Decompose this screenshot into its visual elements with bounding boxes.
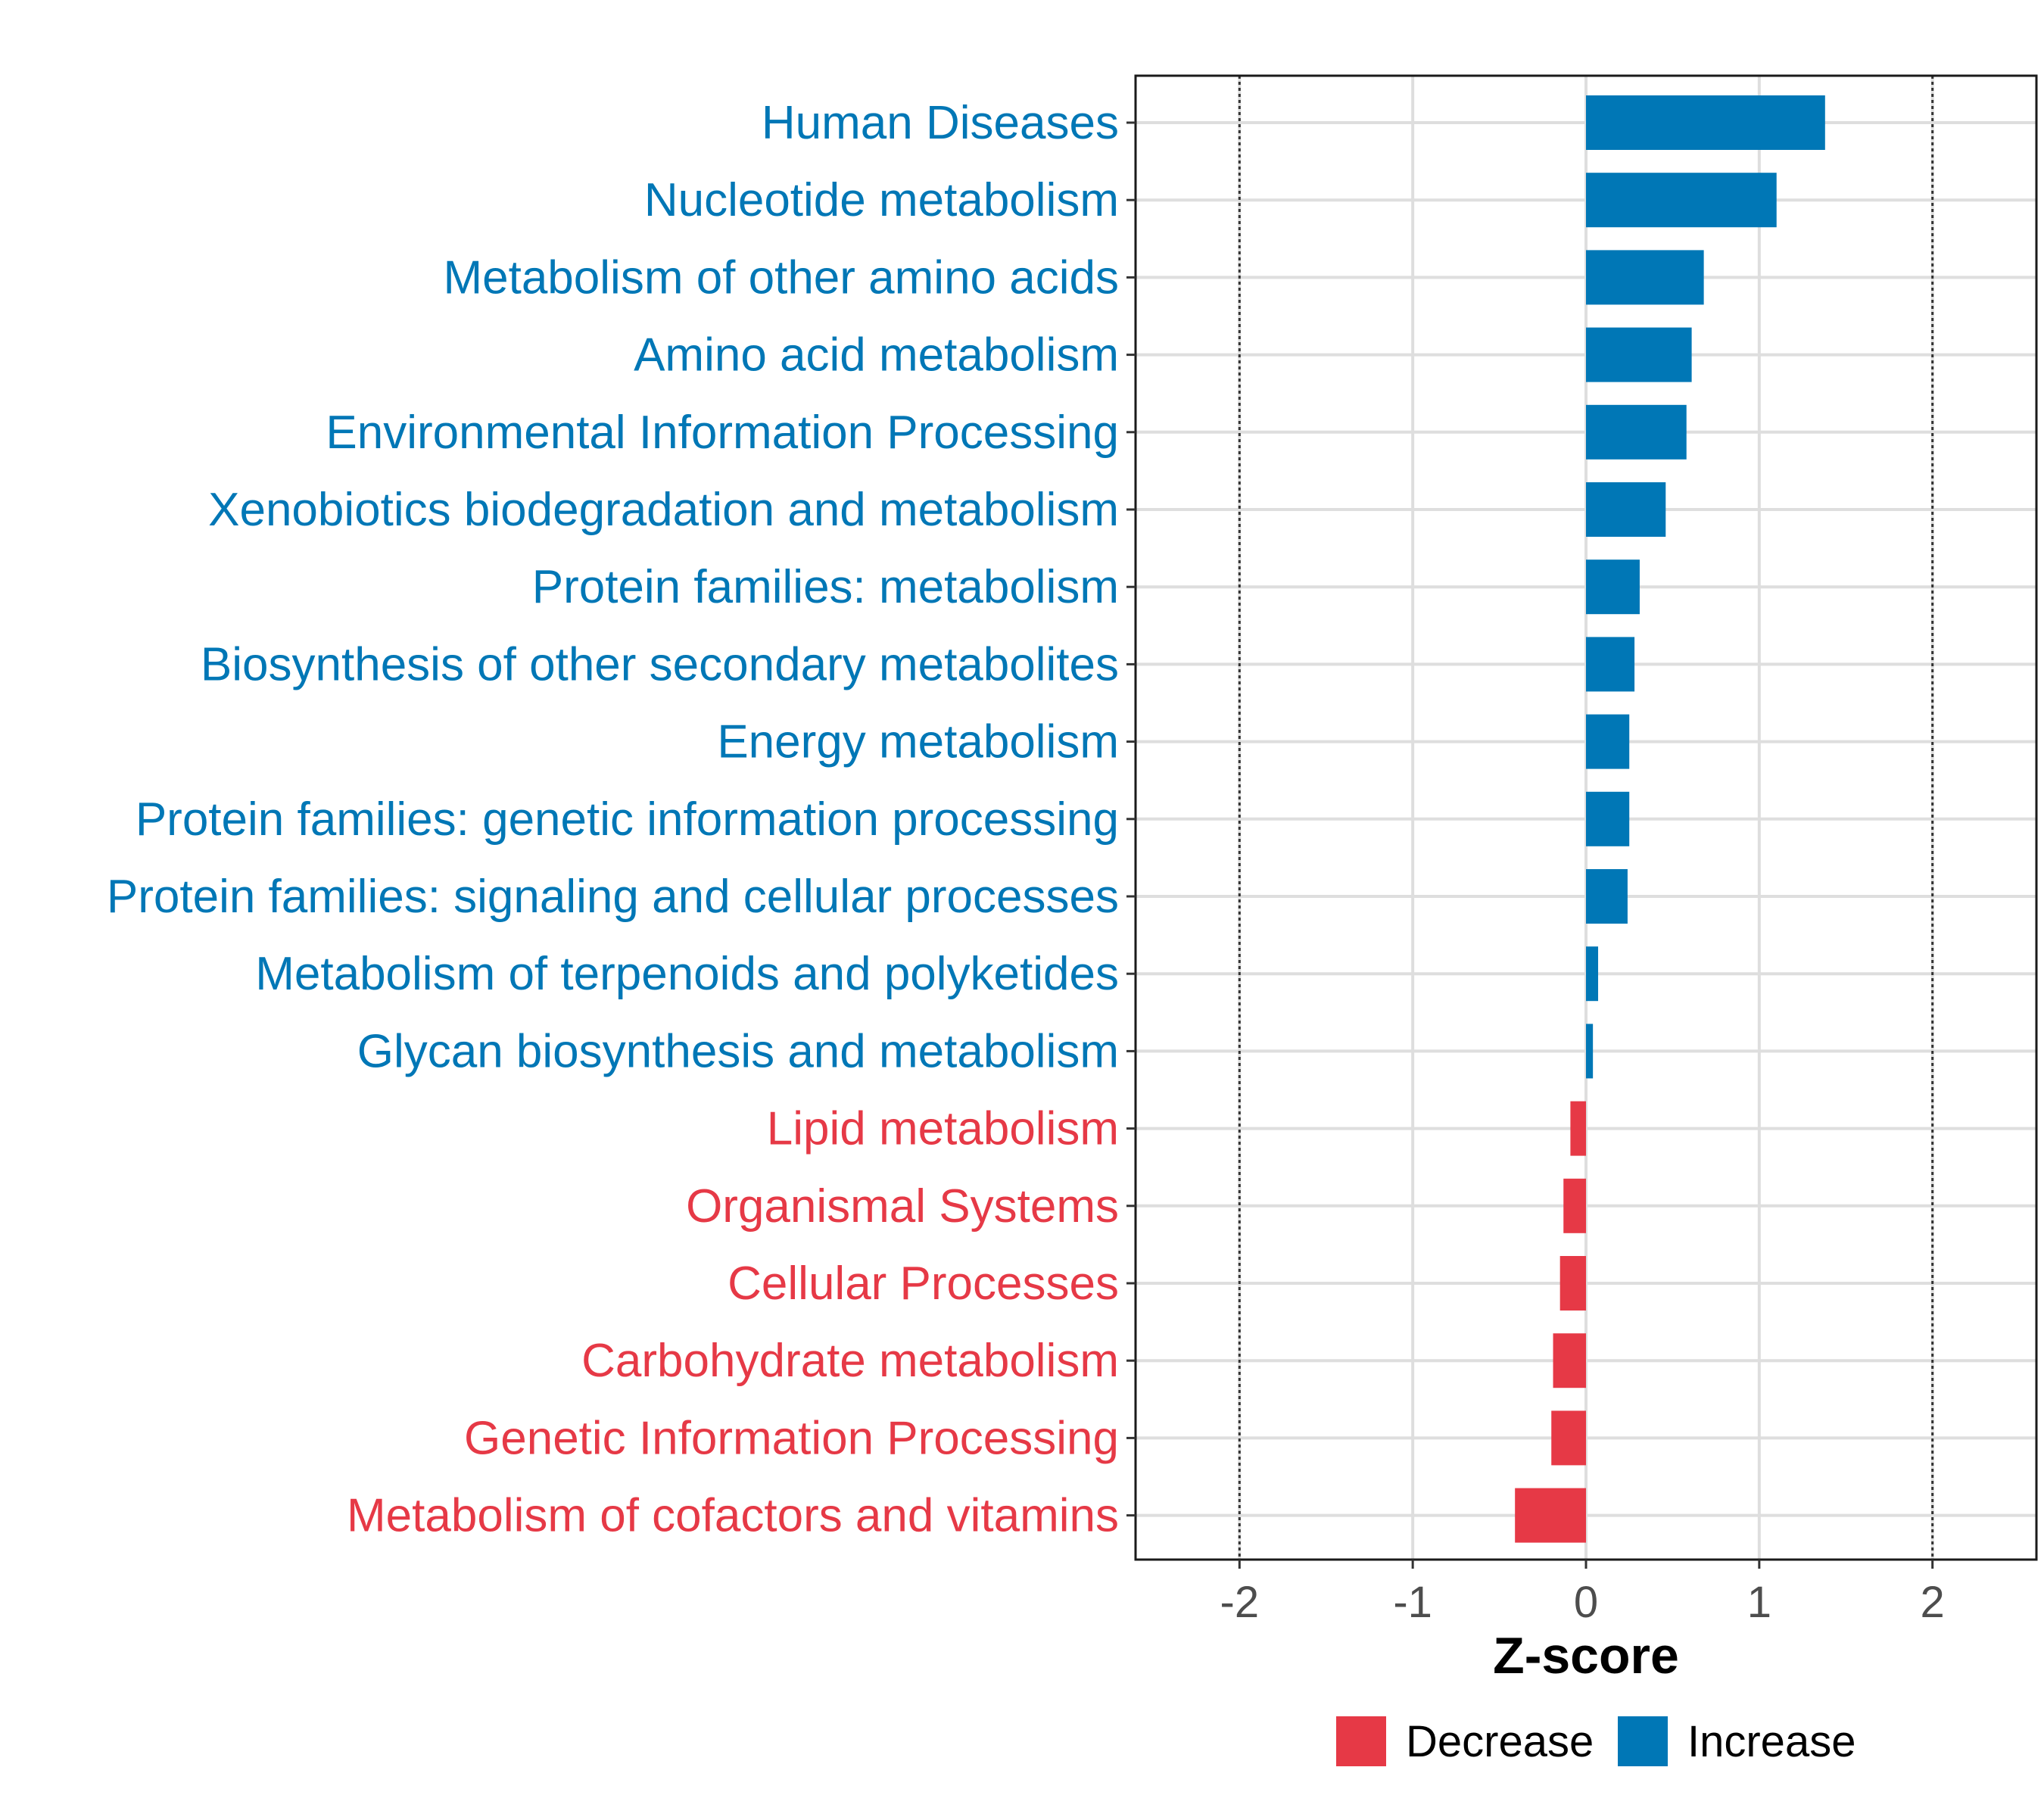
bar bbox=[1586, 1024, 1593, 1078]
bar bbox=[1515, 1488, 1586, 1543]
x-tick-label: 2 bbox=[1921, 1578, 1945, 1627]
category-label: Organismal Systems bbox=[686, 1180, 1119, 1233]
category-label: Metabolism of terpenoids and polyketides bbox=[255, 948, 1119, 1000]
category-label: Human Diseases bbox=[762, 97, 1119, 149]
bar bbox=[1586, 715, 1629, 769]
bar bbox=[1551, 1410, 1586, 1465]
category-label: Protein families: metabolism bbox=[532, 561, 1119, 613]
bar bbox=[1586, 405, 1687, 460]
z-score-bar-chart: Human Diseases Nucleotide metabolism Metab… bbox=[0, 0, 2044, 1817]
category-label: Nucleotide metabolism bbox=[644, 174, 1119, 226]
bar bbox=[1586, 869, 1628, 924]
category-label: Lipid metabolism bbox=[767, 1103, 1119, 1155]
bar bbox=[1570, 1102, 1586, 1156]
bar bbox=[1586, 250, 1704, 304]
category-label: Amino acid metabolism bbox=[634, 329, 1119, 382]
legend-key bbox=[1618, 1716, 1668, 1766]
legend-label: Increase bbox=[1687, 1717, 1855, 1766]
bar bbox=[1586, 559, 1640, 614]
category-label: Genetic Information Processing bbox=[464, 1412, 1119, 1464]
bar bbox=[1586, 637, 1634, 691]
bar bbox=[1560, 1256, 1586, 1311]
bar bbox=[1563, 1179, 1586, 1233]
bar bbox=[1586, 482, 1665, 537]
category-label: Protein families: genetic information pr… bbox=[136, 793, 1119, 846]
x-tick-label: -1 bbox=[1393, 1578, 1432, 1627]
category-label: Metabolism of other amino acids bbox=[443, 251, 1119, 304]
category-label: Environmental Information Processing bbox=[326, 407, 1119, 459]
x-axis: -2 -1 0 1 2 bbox=[1220, 1560, 1945, 1627]
x-axis-title: Z-score bbox=[1493, 1627, 1679, 1685]
bar bbox=[1553, 1333, 1586, 1388]
category-label: Glycan biosynthesis and metabolism bbox=[357, 1025, 1119, 1077]
x-tick-label: -2 bbox=[1220, 1578, 1260, 1627]
x-tick-label: 1 bbox=[1747, 1578, 1771, 1627]
bar bbox=[1586, 173, 1777, 227]
legend: Decrease Increase bbox=[1336, 1716, 1855, 1766]
bar bbox=[1586, 792, 1629, 846]
bar bbox=[1586, 328, 1692, 382]
category-label: Energy metabolism bbox=[717, 716, 1119, 768]
bar bbox=[1586, 95, 1825, 150]
legend-key bbox=[1336, 1716, 1386, 1766]
category-label: Xenobiotics biodegradation and metabolis… bbox=[208, 484, 1119, 536]
category-label: Metabolism of cofactors and vitamins bbox=[347, 1490, 1119, 1542]
y-axis: Human Diseases Nucleotide metabolism Metab… bbox=[107, 97, 1136, 1542]
category-label: Carbohydrate metabolism bbox=[581, 1335, 1119, 1387]
category-label: Biosynthesis of other secondary metaboli… bbox=[201, 638, 1119, 690]
category-label: Protein families: signaling and cellular… bbox=[107, 871, 1119, 923]
category-label: Cellular Processes bbox=[728, 1258, 1119, 1310]
x-tick-label: 0 bbox=[1574, 1578, 1598, 1627]
legend-label: Decrease bbox=[1406, 1717, 1594, 1766]
bar bbox=[1586, 946, 1598, 1001]
